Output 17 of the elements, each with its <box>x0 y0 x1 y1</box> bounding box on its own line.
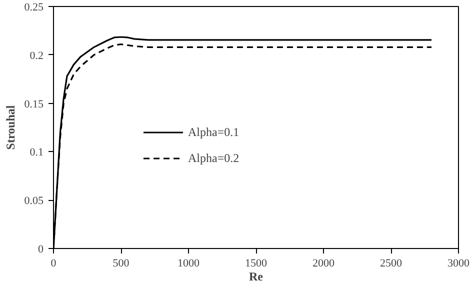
x-axis-title: Re <box>249 270 264 284</box>
x-tick-label: 1500 <box>245 258 268 270</box>
y-axis-title: Strouhal <box>3 104 18 150</box>
y-tick-label: 0.25 <box>24 2 44 14</box>
x-tick-label: 0 <box>50 258 57 270</box>
x-tick-label: 2500 <box>380 258 402 270</box>
x-tick-label: 3000 <box>448 258 470 270</box>
y-tick-label: 0.15 <box>24 98 44 110</box>
x-tick-label: 500 <box>112 258 130 270</box>
x-tick-label: 1000 <box>178 258 200 270</box>
y-tick-label: 0 <box>38 244 44 256</box>
legend-label: Alpha=0.2 <box>188 150 240 166</box>
x-tick-label: 2000 <box>312 258 335 270</box>
y-tick-label: 0.05 <box>24 195 44 208</box>
legend-label: Alpha=0.1 <box>188 124 240 140</box>
y-tick-label: 0.1 <box>30 146 44 159</box>
y-tick-label: 0.2 <box>30 50 44 62</box>
